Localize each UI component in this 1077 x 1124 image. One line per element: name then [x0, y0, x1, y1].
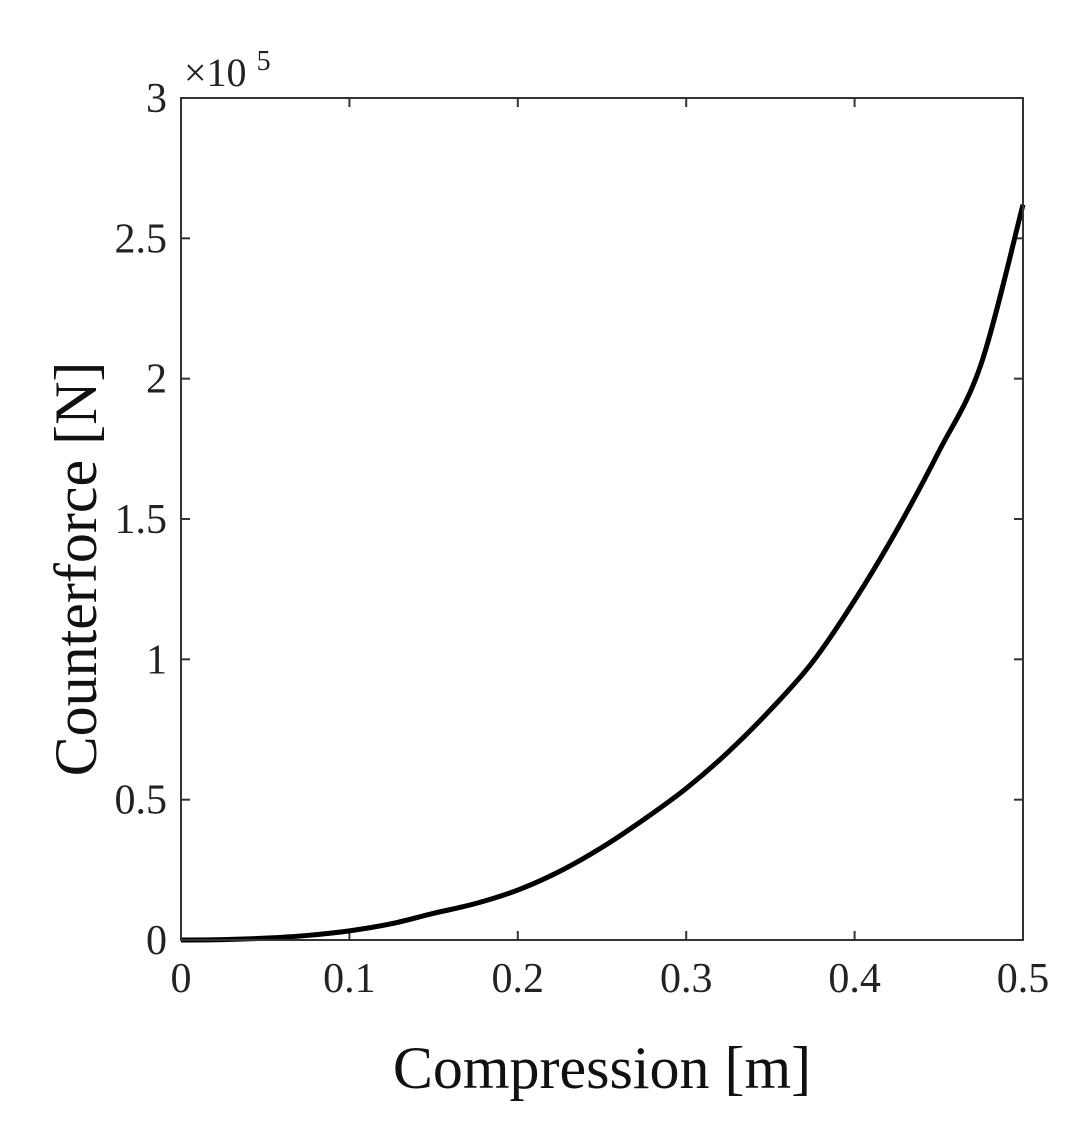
y-tick-label: 0 — [146, 918, 167, 964]
x-tick-label: 0.2 — [492, 956, 545, 1002]
x-tick-label: 0 — [171, 956, 192, 1002]
y-tick-label: 2 — [146, 357, 167, 403]
y-tick-label: 2.5 — [115, 216, 168, 262]
y-axis-multiplier: ×10 5 — [184, 46, 271, 95]
x-axis-label: Compression [m] — [393, 1035, 811, 1101]
series-line — [180, 204, 1026, 943]
y-tick-label: 1.5 — [115, 497, 168, 543]
axes-box — [180, 97, 1024, 941]
x-tick-label: 0.1 — [323, 956, 376, 1002]
y-tick-label: 3 — [146, 76, 167, 122]
y-tick-label: 1 — [146, 637, 167, 683]
x-tick-label: 0.3 — [660, 956, 713, 1002]
x-tick-label: 0.4 — [828, 956, 881, 1002]
x-tick-label: 0.5 — [997, 956, 1050, 1002]
y-multiplier-exponent: 5 — [257, 46, 271, 77]
y-tick-label: 0.5 — [115, 778, 168, 824]
series-layer — [180, 204, 1026, 943]
y-multiplier-base: ×10 — [184, 50, 247, 95]
ticks-layer: 0 0.1 0.2 0.3 0.4 0.5 0 0.5 1 1.5 2 2.5 3 — [115, 76, 1050, 1002]
y-axis-label: Counterforce [N] — [43, 362, 109, 777]
